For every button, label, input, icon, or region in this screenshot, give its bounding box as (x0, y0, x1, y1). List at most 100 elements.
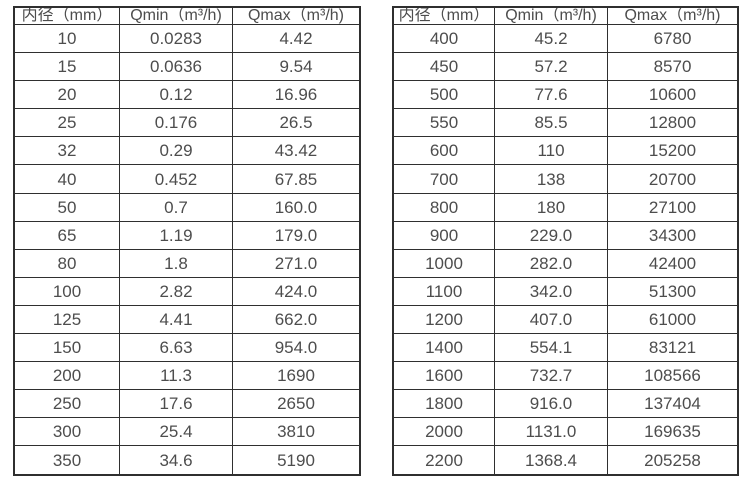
column-header: Qmax（m³/h) (232, 6, 361, 25)
table-cell: 32 (13, 136, 120, 166)
table-cell: 65 (13, 220, 120, 250)
table-cell: 16.96 (232, 80, 361, 110)
table-cell: 550 (392, 108, 495, 138)
table-cell: 169635 (607, 417, 739, 447)
table-row: 250 17.6 2650 (13, 389, 361, 419)
table-cell: 25 (13, 108, 120, 138)
table-cell: 26.5 (232, 108, 361, 138)
table-row: 1200 407.0 61000 (392, 304, 739, 335)
table-cell: 732.7 (494, 361, 608, 391)
table-cell: 1600 (392, 361, 495, 391)
table-header: 内径（mm） Qmin（m³/h) Qmax（m³/h) (13, 6, 361, 25)
table-cell: 6.63 (119, 333, 233, 363)
table-row: 450 57.2 8570 (392, 52, 739, 82)
table-cell: 17.6 (119, 389, 233, 419)
table-cell: 271.0 (232, 248, 361, 278)
table-cell: 282.0 (494, 248, 608, 278)
table-cell: 150 (13, 333, 120, 363)
table-row: 25 0.176 26.5 (13, 108, 361, 138)
table-cell: 900 (392, 220, 495, 250)
table-cell: 108566 (607, 361, 739, 391)
table-cell: 1131.0 (494, 417, 608, 447)
table-row: 100 2.82 424.0 (13, 276, 361, 306)
table-cell: 800 (392, 192, 495, 222)
table-cell: 67.85 (232, 164, 361, 194)
table-cell: 160.0 (232, 192, 361, 222)
table-cell: 15 (13, 52, 120, 82)
table-row: 800 180 27100 (392, 192, 739, 222)
table-cell: 61000 (607, 304, 739, 335)
column-header: Qmin（m³/h) (119, 6, 233, 25)
table-cell: 2.82 (119, 276, 233, 306)
table-cell: 20700 (607, 164, 739, 194)
table-cell: 400 (392, 23, 495, 54)
column-header: 内径（mm） (13, 6, 120, 25)
table-cell: 5190 (232, 445, 361, 476)
header-row: 内径（mm） Qmin（m³/h) Qmax（m³/h) (392, 6, 739, 25)
table-cell: 0.29 (119, 136, 233, 166)
table-cell: 1800 (392, 389, 495, 419)
table-cell: 200 (13, 361, 120, 391)
table-row: 550 85.5 12800 (392, 108, 739, 138)
table-cell: 662.0 (232, 304, 361, 335)
table-cell: 554.1 (494, 333, 608, 363)
table-cell: 45.2 (494, 23, 608, 54)
table-cell: 0.0283 (119, 23, 233, 54)
table-cell: 27100 (607, 192, 739, 222)
table-cell: 700 (392, 164, 495, 194)
table-cell: 916.0 (494, 389, 608, 419)
table-cell: 0.7 (119, 192, 233, 222)
table-body: 10 0.0283 4.42 15 0.0636 9.54 20 0.12 16.96 25 0.1… (13, 23, 361, 476)
table-cell: 342.0 (494, 276, 608, 306)
table-cell: 85.5 (494, 108, 608, 138)
table-cell: 1.19 (119, 220, 233, 250)
table-cell: 10 (13, 23, 120, 54)
table-cell: 350 (13, 445, 120, 476)
table-row: 200 11.3 1690 (13, 361, 361, 391)
table-cell: 300 (13, 417, 120, 447)
table-cell: 10600 (607, 80, 739, 110)
table-header: 内径（mm） Qmin（m³/h) Qmax（m³/h) (392, 6, 739, 25)
table-cell: 1.8 (119, 248, 233, 278)
table-cell: 180 (494, 192, 608, 222)
table-cell: 250 (13, 389, 120, 419)
table-cell: 43.42 (232, 136, 361, 166)
table-row: 1800 916.0 137404 (392, 389, 739, 419)
table-cell: 0.12 (119, 80, 233, 110)
table-body: 400 45.2 6780 450 57.2 8570 500 77.6 10600 550 85.… (392, 23, 739, 476)
table-cell: 34300 (607, 220, 739, 250)
table-cell: 205258 (607, 445, 739, 476)
table-cell: 500 (392, 80, 495, 110)
table-cell: 80 (13, 248, 120, 278)
column-header: Qmin（m³/h) (494, 6, 608, 25)
table-cell: 954.0 (232, 333, 361, 363)
table-cell: 4.42 (232, 23, 361, 54)
table-cell: 9.54 (232, 52, 361, 82)
table-cell: 450 (392, 52, 495, 82)
table-row: 150 6.63 954.0 (13, 333, 361, 363)
table-cell: 77.6 (494, 80, 608, 110)
table-cell: 12800 (607, 108, 739, 138)
table-row: 600 110 15200 (392, 136, 739, 166)
table-cell: 6780 (607, 23, 739, 54)
table-cell: 4.41 (119, 304, 233, 335)
table-cell: 1000 (392, 248, 495, 278)
table-cell: 407.0 (494, 304, 608, 335)
table-cell: 138 (494, 164, 608, 194)
table-cell: 2000 (392, 417, 495, 447)
table-row: 350 34.6 5190 (13, 445, 361, 476)
table-row: 15 0.0636 9.54 (13, 52, 361, 82)
table-cell: 1400 (392, 333, 495, 363)
header-row: 内径（mm） Qmin（m³/h) Qmax（m³/h) (13, 6, 361, 25)
table-cell: 2200 (392, 445, 495, 476)
table-cell: 25.4 (119, 417, 233, 447)
table-cell: 20 (13, 80, 120, 110)
table-cell: 179.0 (232, 220, 361, 250)
table-cell: 1368.4 (494, 445, 608, 476)
table-row: 1400 554.1 83121 (392, 333, 739, 363)
table-cell: 1200 (392, 304, 495, 335)
table-cell: 57.2 (494, 52, 608, 82)
table-cell: 15200 (607, 136, 739, 166)
table-cell: 137404 (607, 389, 739, 419)
